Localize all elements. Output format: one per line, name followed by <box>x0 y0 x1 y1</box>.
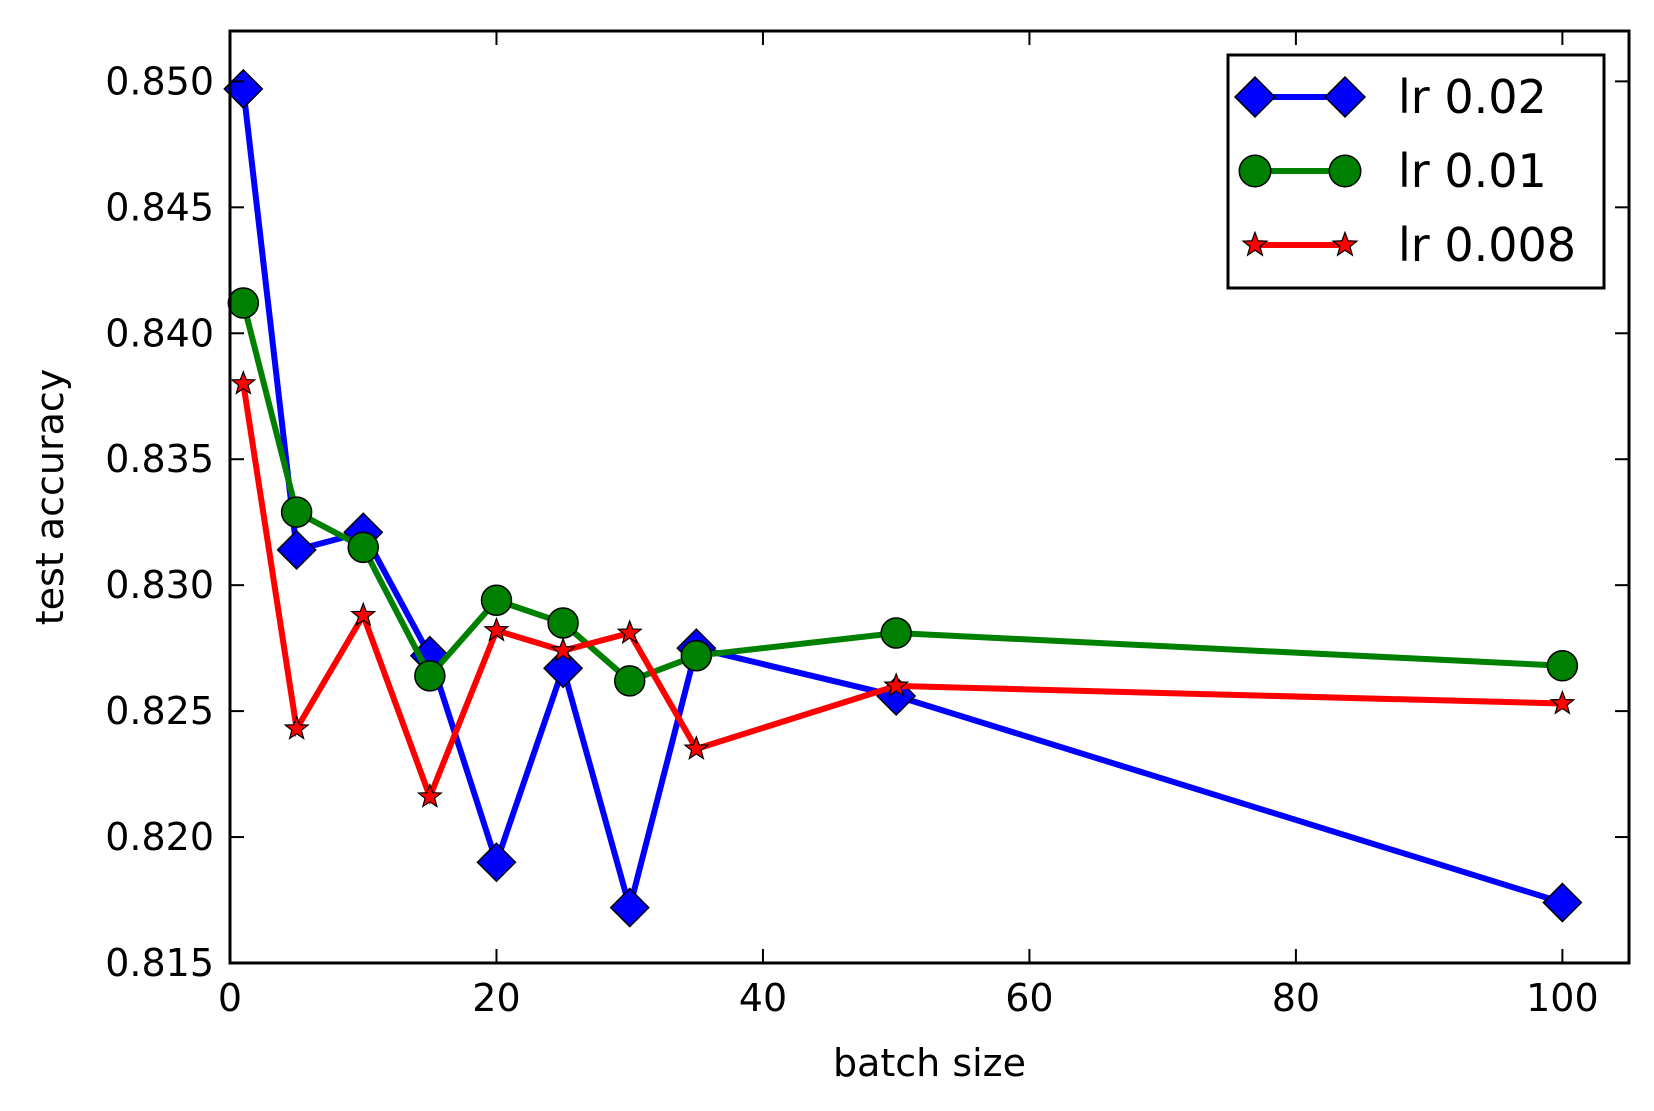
data-point <box>350 601 377 627</box>
data-point <box>613 665 646 697</box>
y-tick-label: 0.850 <box>105 59 214 103</box>
x-axis-title: batch size <box>833 1041 1026 1085</box>
x-tick-label: 60 <box>1005 976 1053 1020</box>
legend: lr 0.02 lr 0.01 lr 0.008 <box>1226 53 1606 290</box>
data-point <box>483 616 510 642</box>
data-point <box>283 715 310 740</box>
x-tick-label: 80 <box>1272 976 1320 1020</box>
y-tick-label: 0.815 <box>105 941 214 985</box>
x-tick-label: 40 <box>739 976 787 1020</box>
legend-label: lr 0.008 <box>1398 218 1576 272</box>
series-3 <box>230 369 1576 808</box>
data-point <box>276 529 317 570</box>
legend-marker <box>1331 230 1359 257</box>
x-tick-label: 20 <box>472 976 520 1020</box>
data-point <box>547 607 579 639</box>
data-point <box>480 584 513 617</box>
series-line <box>240 88 1564 920</box>
series-line <box>240 302 1563 685</box>
data-point <box>616 619 643 645</box>
data-point <box>414 660 446 692</box>
series-2 <box>227 287 1579 697</box>
data-point <box>550 636 577 662</box>
legend-label: lr 0.01 <box>1398 144 1547 198</box>
x-tick-label: 100 <box>1526 976 1599 1020</box>
data-point <box>880 617 912 649</box>
data-point <box>680 639 713 672</box>
data-point <box>227 287 260 319</box>
y-tick-label: 0.825 <box>105 689 214 733</box>
legend-marker <box>1328 154 1362 188</box>
legend-marker <box>1238 154 1272 188</box>
data-point <box>1542 882 1583 923</box>
series-line <box>240 383 1563 806</box>
legend-marker <box>1233 75 1277 119</box>
y-axis-title: test accuracy <box>28 369 72 626</box>
data-point <box>230 369 257 395</box>
data-point <box>683 735 710 761</box>
legend-marker <box>1241 230 1269 257</box>
axis-ticks: 0 20 40 60 80 100 0.815 0.820 0.825 0.830 0.835 0.8… <box>105 31 1629 1020</box>
y-tick-label: 0.830 <box>105 563 214 607</box>
legend-label: lr 0.02 <box>1398 70 1547 124</box>
data-point <box>416 783 443 808</box>
legend-marker <box>1323 75 1367 119</box>
legend-item: lr 0.008 <box>1241 218 1576 272</box>
y-tick-label: 0.845 <box>105 185 214 229</box>
data-point <box>1546 650 1579 682</box>
data-point <box>543 648 584 689</box>
data-point <box>347 531 379 564</box>
legend-item: lr 0.01 <box>1238 144 1547 198</box>
data-point <box>476 842 517 883</box>
y-tick-label: 0.820 <box>105 815 214 859</box>
x-tick-label: 0 <box>218 976 242 1020</box>
y-tick-label: 0.840 <box>105 311 214 355</box>
data-point <box>609 887 650 928</box>
plot-frame <box>228 29 1631 965</box>
data-point <box>1549 689 1576 715</box>
legend-item: lr 0.02 <box>1233 70 1547 124</box>
data-point <box>280 496 313 528</box>
data-point <box>883 672 910 698</box>
plot-area <box>223 68 1583 928</box>
y-tick-label: 0.835 <box>105 437 214 481</box>
